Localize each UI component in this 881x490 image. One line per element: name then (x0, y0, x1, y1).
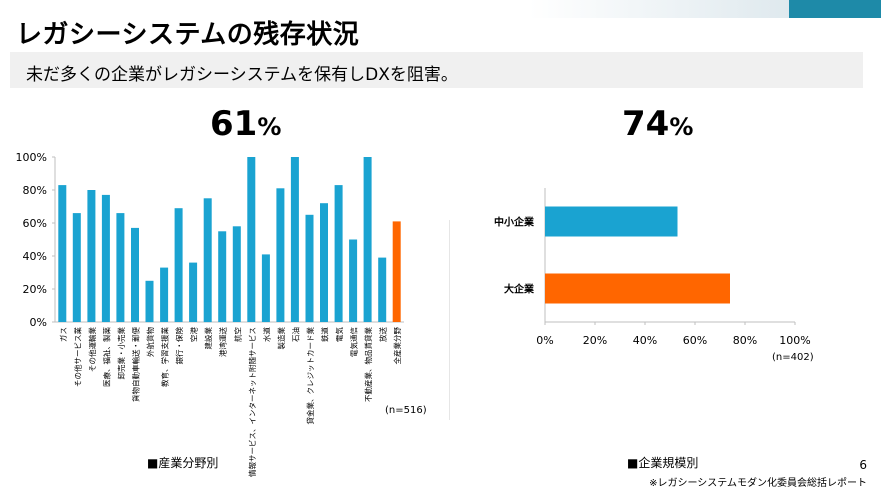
industry-category-label: 貨物自動車輸送・郵便 (131, 327, 141, 402)
industry-category-label: 卸売業・小売業 (116, 327, 126, 380)
industry-bar (203, 198, 212, 323)
industry-bar (116, 213, 125, 322)
industry-bar (174, 208, 183, 322)
industry-bar (58, 185, 67, 322)
industry-bar (305, 214, 314, 323)
industry-category-label: 航空 (232, 327, 242, 342)
source-note: ※レガシーシステムモダン化委員会総括レポート (649, 478, 867, 489)
industry-bar (392, 221, 401, 322)
industry-bar (276, 188, 285, 322)
header-accent-fade (529, 0, 789, 18)
industry-bar (218, 231, 227, 323)
industry-category-label: 建設業 (203, 327, 213, 350)
industry-headline-unit: % (257, 113, 282, 141)
size-x-tick-label: 100% (779, 334, 810, 347)
subtitle-band (10, 52, 863, 88)
industry-category-label: その他サービス業 (72, 327, 82, 387)
industry-bar (72, 213, 81, 322)
industry-category-label: 水道 (261, 327, 271, 342)
size-bar (545, 206, 678, 237)
industry-y-tick-label: 60% (23, 217, 47, 230)
size-category-label: 中小企業 (494, 216, 535, 229)
industry-category-label: 電気通信 (349, 327, 359, 357)
industry-bar (320, 203, 328, 322)
industry-bar (232, 226, 241, 322)
industry-category-label: 情報サービス、インターネット附随サービス (247, 327, 257, 477)
size-headline-value: 74% (622, 104, 693, 144)
size-x-tick-label: 40% (633, 334, 657, 347)
page-subtitle: 未だ多くの企業がレガシーシステムを保有しDXを阻害。 (26, 65, 458, 85)
industry-y-tick-label: 0% (30, 316, 47, 329)
size-x-tick-label: 80% (733, 334, 757, 347)
industry-category-label: 貸金業、クレジットカード業 (305, 327, 315, 425)
industry-bar (363, 157, 372, 322)
industry-bar (87, 190, 96, 322)
industry-legend: ■産業分野別 (147, 456, 219, 470)
industry-category-label: 銀行・保険 (174, 327, 184, 365)
industry-category-label: 港湾運送 (218, 327, 228, 357)
industry-headline-value: 61% (210, 104, 281, 144)
industry-category-label: その他運輸業 (87, 327, 97, 372)
industry-bar (334, 185, 343, 322)
industry-category-label: 空港 (189, 327, 199, 342)
industry-y-tick-label: 20% (23, 283, 47, 296)
size-x-tick-label: 60% (683, 334, 707, 347)
industry-category-label: 全産業分野 (392, 327, 402, 365)
industry-bar (101, 194, 110, 322)
industry-category-label: 外航貨物 (145, 327, 155, 357)
industry-headline-number: 61 (210, 104, 258, 144)
size-x-tick-label: 20% (583, 334, 607, 347)
industry-bar (349, 239, 358, 322)
industry-category-label: 石油 (290, 327, 300, 342)
chart-divider (449, 220, 450, 420)
size-bar (545, 273, 730, 304)
industry-category-label: ガス (58, 327, 68, 342)
size-x-tick-label: 0% (536, 334, 553, 347)
industry-bar (160, 267, 169, 322)
industry-category-label: 教育、学習支援業 (160, 327, 170, 387)
industry-bar (261, 254, 270, 322)
industry-bar (247, 157, 256, 322)
industry-y-tick-label: 40% (23, 250, 47, 263)
industry-bar (189, 262, 198, 322)
size-category-label: 大企業 (504, 283, 535, 296)
industry-bar (145, 280, 154, 323)
industry-category-label: 医療、福祉、製薬 (101, 327, 111, 387)
industry-y-tick-label: 100% (16, 151, 47, 164)
industry-bar (290, 157, 299, 322)
industry-bar (131, 227, 139, 322)
industry-category-label: 製造業 (276, 327, 286, 350)
industry-category-label: 電気 (334, 327, 344, 342)
size-legend: ■企業規模別 (627, 456, 699, 470)
size-headline-number: 74 (622, 104, 670, 144)
size-sample-note: (n=402) (772, 352, 814, 363)
page-title: レガシーシステムの残存状況 (16, 20, 360, 50)
industry-category-label: 鉄道 (320, 327, 330, 342)
industry-bar (378, 257, 387, 322)
industry-bar-chart: 0% 20% 40% 60% 80% 100% ガス その他サービス業 その他運輸業 医療、福祉、… (16, 151, 404, 477)
page-number: 6 (859, 458, 867, 472)
header-accent-bar (789, 0, 881, 18)
size-headline-unit: % (669, 113, 694, 141)
industry-category-label: 不動産業、物品賃貸業 (363, 327, 373, 402)
industry-y-tick-label: 80% (23, 184, 47, 197)
industry-sample-note: (n=516) (385, 405, 427, 416)
industry-category-label: 放送 (378, 327, 388, 342)
